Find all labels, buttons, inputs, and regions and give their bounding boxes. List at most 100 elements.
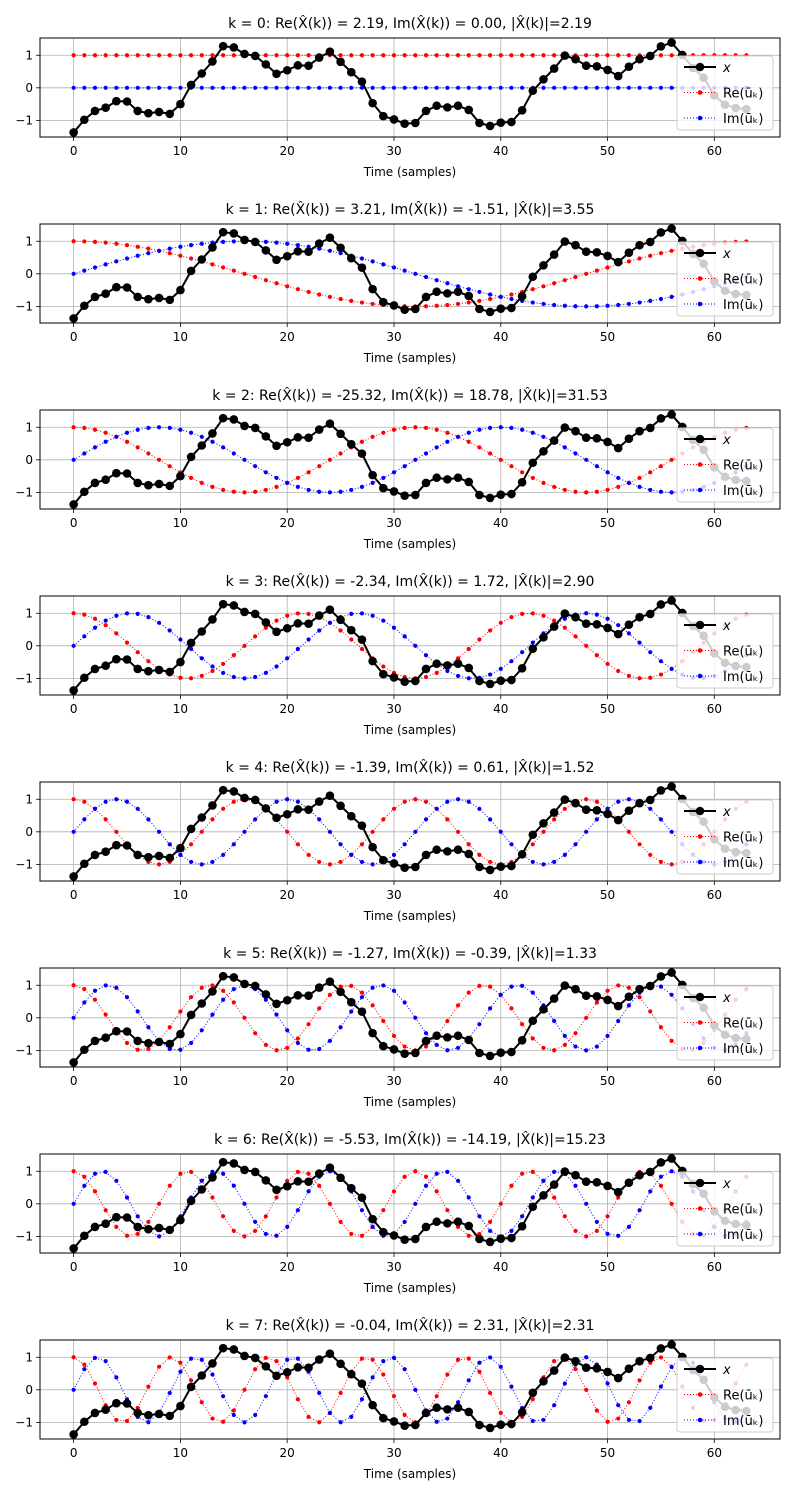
x-tick-label: 20 — [280, 1260, 295, 1274]
signal-x-point — [208, 429, 217, 438]
re-basis-point — [584, 1387, 589, 1392]
im-basis-point — [466, 287, 471, 292]
re-basis-point — [552, 1359, 557, 1364]
signal-x-point — [165, 1039, 175, 1049]
signal-x-point — [411, 1420, 420, 1430]
im-basis-point — [349, 1414, 354, 1420]
re-basis-point — [594, 1000, 599, 1005]
legend-im-basis-label: Im(ūₖ) — [723, 670, 763, 685]
re-basis-point — [114, 53, 119, 58]
re-basis-point — [637, 842, 642, 847]
signal-x-point — [314, 611, 324, 620]
im-basis-point — [669, 1364, 674, 1369]
re-basis-point — [338, 451, 343, 456]
re-basis-point — [71, 1169, 76, 1174]
im-basis-point — [103, 262, 108, 267]
im-basis-point — [103, 439, 108, 444]
im-basis-point — [520, 650, 525, 655]
signal-x-point — [485, 1423, 495, 1433]
signal-x-point — [581, 991, 591, 1000]
signal-x-point — [336, 429, 345, 439]
signal-x-point — [112, 654, 121, 664]
signal-x-point — [346, 439, 356, 449]
im-basis-point — [477, 1214, 482, 1219]
signal-x-point — [400, 119, 409, 128]
legend-box — [676, 1171, 774, 1247]
im-basis-point — [648, 85, 653, 90]
im-basis-point — [616, 1233, 621, 1238]
signal-x-point — [560, 1167, 570, 1176]
legend-im-basis-label: Im(ūₖ) — [723, 1414, 763, 1429]
signal-x-point — [581, 61, 591, 70]
re-basis-point — [285, 613, 290, 618]
re-basis-point — [221, 988, 226, 993]
re-basis-point — [541, 480, 546, 485]
im-basis-point — [423, 85, 429, 90]
im-basis-point — [295, 1356, 300, 1361]
re-basis-point — [231, 1228, 236, 1234]
im-basis-point — [626, 631, 632, 636]
re-basis-point — [338, 1219, 343, 1225]
im-basis-point — [210, 1372, 215, 1377]
signal-x-point — [592, 992, 602, 1001]
im-basis-point — [359, 611, 365, 616]
im-basis-point — [338, 842, 343, 847]
signal-x-point — [400, 1421, 409, 1430]
signal-x-point — [656, 600, 666, 609]
signal-x-point — [69, 1244, 78, 1253]
signal-x-point — [560, 981, 570, 990]
re-basis-point — [445, 817, 450, 822]
signal-x-point — [346, 1183, 356, 1193]
subplot-k3: k = 3: Re(X̂(k)) = -2.34, Im(X̂(k)) = 1.… — [15, 573, 781, 737]
re-basis-point — [295, 1036, 300, 1041]
signal-x-point — [421, 850, 431, 860]
signal-x-point — [154, 665, 164, 675]
re-basis-point — [359, 1356, 365, 1361]
re-basis-point — [71, 1355, 76, 1360]
im-basis-point — [199, 656, 204, 661]
signal-x-point — [80, 487, 89, 497]
signal-x-point — [528, 644, 538, 654]
signal-x-point — [197, 627, 207, 636]
signal-x-point — [368, 284, 377, 294]
re-basis-point — [178, 1360, 183, 1365]
re-basis-point — [167, 1355, 172, 1360]
re-basis-point — [231, 268, 236, 273]
signal-x-point — [624, 992, 634, 1001]
re-basis-point — [178, 53, 183, 58]
re-basis-point — [82, 239, 87, 244]
signal-x-point — [389, 1231, 399, 1240]
re-basis-point — [135, 445, 140, 450]
signal-x-point — [133, 1036, 143, 1046]
re-basis-point — [434, 53, 439, 58]
im-basis-point — [349, 1009, 354, 1014]
signal-x-point — [539, 1191, 548, 1200]
im-basis-point — [370, 259, 375, 264]
re-basis-point — [306, 1171, 311, 1176]
im-basis-point — [477, 1360, 482, 1365]
re-basis-point — [103, 1012, 108, 1017]
im-basis-point — [167, 1390, 172, 1396]
im-basis-point — [626, 85, 632, 90]
re-basis-point — [295, 53, 300, 58]
im-basis-point — [221, 239, 226, 244]
subplot-k5: k = 5: Re(X̂(k)) = -1.27, Im(X̂(k)) = -0… — [15, 945, 781, 1109]
signal-x-point — [645, 423, 655, 433]
im-basis-point — [327, 490, 333, 495]
signal-x-point — [613, 71, 623, 81]
re-basis-point — [167, 464, 172, 469]
re-basis-point — [210, 262, 215, 267]
im-basis-point — [231, 85, 236, 90]
signal-x-point — [549, 622, 559, 631]
im-basis-point — [306, 1189, 311, 1194]
re-basis-point — [466, 842, 471, 847]
signal-x-point — [80, 1045, 89, 1055]
im-basis-point — [188, 646, 194, 652]
signal-x-point — [101, 103, 110, 112]
re-basis-point — [423, 799, 429, 804]
signal-x-point — [336, 987, 345, 997]
x-tick-label: 10 — [173, 888, 188, 902]
im-basis-point — [156, 85, 162, 90]
re-basis-point — [498, 620, 503, 625]
im-basis-point — [530, 1418, 535, 1424]
